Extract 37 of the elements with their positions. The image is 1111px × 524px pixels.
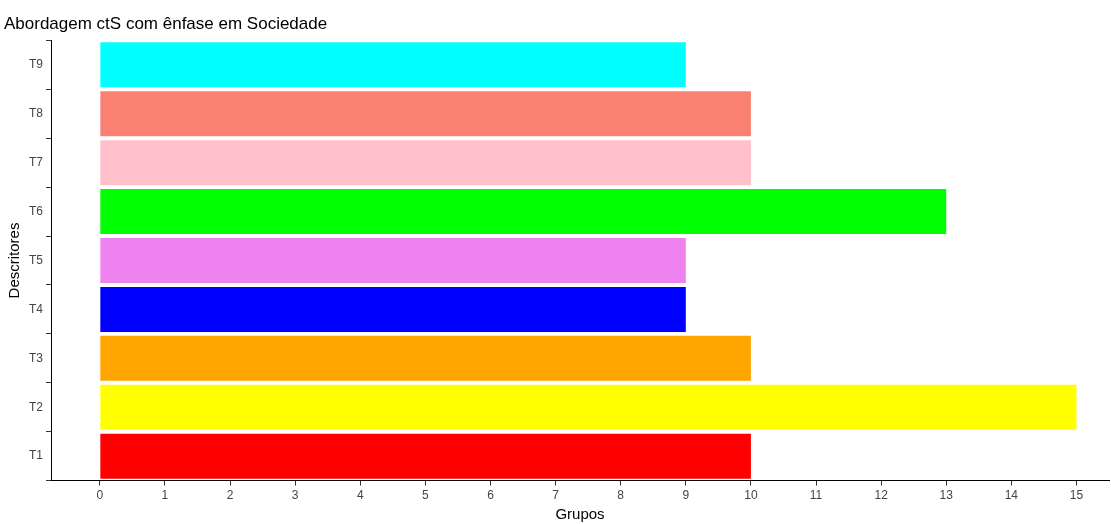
- x-tick-label: 0: [96, 488, 104, 503]
- x-tick-label: 14: [1004, 488, 1019, 503]
- y-tick-label: T7: [28, 154, 44, 169]
- y-axis-title: Descritores: [5, 222, 23, 299]
- x-tick-label: 4: [356, 488, 364, 503]
- x-tick-label: 10: [744, 488, 758, 503]
- x-tick-label: 9: [682, 488, 690, 503]
- x-axis-title: Grupos: [555, 505, 605, 523]
- x-tick-label: 6: [487, 488, 495, 503]
- chart-title: Abordagem ctS com ênfase em Sociedade: [4, 13, 328, 33]
- x-tick-label: 15: [1069, 488, 1084, 503]
- x-tick-label: 13: [939, 488, 954, 503]
- y-tick-label: T8: [28, 106, 44, 121]
- bar: [100, 238, 686, 283]
- x-tick-label: 3: [291, 488, 299, 503]
- bar: [100, 335, 751, 381]
- bar: [100, 286, 686, 332]
- x-tick-label: 12: [874, 488, 889, 503]
- bar: [100, 42, 686, 88]
- x-tick-label: 8: [617, 488, 625, 503]
- y-tick-label: T1: [28, 448, 44, 463]
- y-tick-label: T2: [28, 399, 44, 414]
- y-tick-label: T9: [28, 57, 44, 72]
- bar: [100, 91, 751, 137]
- y-tick-label: T5: [28, 252, 44, 267]
- bar: [100, 140, 751, 186]
- y-tick-label: T3: [28, 350, 44, 365]
- x-tick-label: 2: [226, 488, 234, 503]
- y-tick-label: T6: [28, 203, 44, 218]
- x-tick-label: 7: [552, 488, 560, 503]
- x-tick-label: 1: [161, 488, 169, 503]
- bar: [100, 433, 751, 479]
- bar: [100, 384, 1077, 430]
- bar: [100, 189, 947, 235]
- x-tick-label: 5: [422, 488, 430, 503]
- x-tick-label: 11: [809, 488, 823, 503]
- y-tick-label: T4: [28, 301, 44, 316]
